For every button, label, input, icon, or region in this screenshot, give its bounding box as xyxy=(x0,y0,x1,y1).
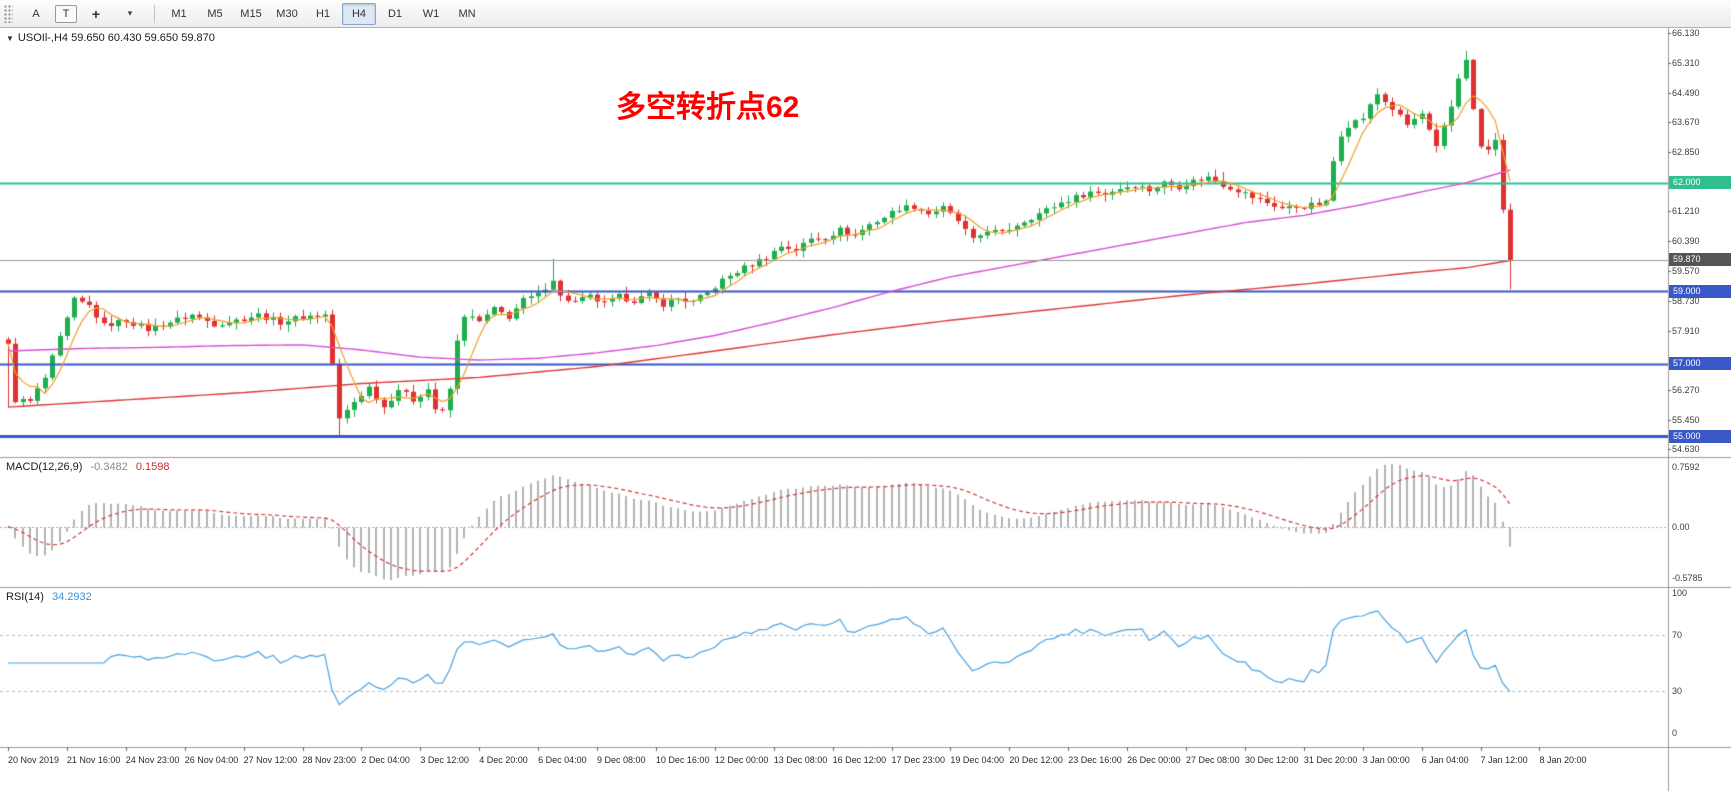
time-axis-label: 7 Jan 12:00 xyxy=(1480,755,1528,765)
cursor-tool-button[interactable]: A xyxy=(32,7,40,20)
time-axis-label: 19 Dec 04:00 xyxy=(950,755,1004,765)
time-axis-label: 27 Nov 12:00 xyxy=(243,755,298,765)
rsi-axis-label: 100 xyxy=(1672,588,1688,598)
price-axis-label: 57.910 xyxy=(1672,325,1700,336)
price-axis-label: 64.490 xyxy=(1672,87,1700,98)
macd-main-value: -0.3482 xyxy=(90,461,128,473)
price-axis-label: 63.670 xyxy=(1672,117,1700,128)
time-axis-label: 3 Jan 00:00 xyxy=(1362,755,1410,765)
time-axis-label: 30 Dec 12:00 xyxy=(1244,755,1299,765)
chart-overlays: 66.130 65.310 64.490 63.670 62.850 61.210 60.3… xyxy=(0,28,1731,791)
timeframe-button-m15[interactable]: M15 xyxy=(240,7,262,20)
price-badge-55.000: 55.000 xyxy=(1669,429,1731,443)
timeframe-button-h4[interactable]: H4 xyxy=(342,2,376,25)
time-axis-label: 27 Dec 08:00 xyxy=(1186,755,1240,765)
rsi-indicator-name: RSI(14) xyxy=(6,591,44,603)
time-axis-label: 17 Dec 23:00 xyxy=(891,755,946,765)
timeframe-button-d1[interactable]: D1 xyxy=(387,7,403,20)
chart-canvas[interactable] xyxy=(0,28,1731,791)
price-axis-label: 56.270 xyxy=(1672,385,1700,396)
symbol-ohlc-text: USOIl-,H4 59.650 60.430 59.650 59.870 xyxy=(17,32,215,44)
timeframe-button-mn[interactable]: MN xyxy=(458,7,476,20)
time-axis-label: 10 Dec 16:00 xyxy=(655,755,710,765)
price-axis-label: 60.390 xyxy=(1672,236,1700,247)
time-axis-label: 6 Jan 04:00 xyxy=(1421,755,1469,765)
time-axis-label: 31 Dec 20:00 xyxy=(1303,755,1358,765)
time-axis-label: 6 Dec 04:00 xyxy=(538,755,587,765)
time-axis-label: 9 Dec 08:00 xyxy=(597,755,646,765)
macd-panel-label: MACD(12,26,9) -0.3482 0.1598 xyxy=(6,461,170,473)
rsi-axis-label: 0 xyxy=(1672,728,1678,738)
macd-axis-label: 0.7592 xyxy=(1672,462,1700,472)
macd-axis-label: 0.00 xyxy=(1672,521,1690,532)
crosshair-tool-button[interactable]: + xyxy=(91,5,101,22)
price-axis-label: 59.570 xyxy=(1672,265,1700,276)
toolbar: A T + ▾ M1 M5 M15 M30 H1 H4 D1 W1 MN xyxy=(0,0,1731,28)
toolbar-grip[interactable] xyxy=(4,4,13,23)
chart-annotation-text[interactable]: 多空转折点62 xyxy=(616,91,800,124)
time-axis-label: 8 Jan 20:00 xyxy=(1539,755,1587,765)
price-badge-57.000: 57.000 xyxy=(1669,357,1731,371)
time-axis-label: 21 Nov 16:00 xyxy=(66,755,121,765)
time-axis-label: 4 Dec 20:00 xyxy=(479,755,528,765)
time-axis-label: 13 Dec 08:00 xyxy=(773,755,828,765)
collapse-arrow-icon[interactable]: ▼ xyxy=(6,34,14,43)
time-axis-label: 28 Nov 23:00 xyxy=(302,755,357,765)
symbol-header: ▼ USOIl-,H4 59.650 60.430 59.650 59.870 xyxy=(6,32,215,44)
rsi-axis-label: 70 xyxy=(1672,630,1683,640)
time-axis-label: 3 Dec 12:00 xyxy=(420,755,469,765)
time-axis-label: 26 Dec 00:00 xyxy=(1127,755,1181,765)
price-axis-label: 55.450 xyxy=(1672,414,1700,425)
price-axis-label: 66.130 xyxy=(1672,28,1700,39)
tools-dropdown-icon[interactable]: ▾ xyxy=(127,8,133,18)
time-axis-label: 2 Dec 04:00 xyxy=(361,755,410,765)
timeframe-button-m1[interactable]: M1 xyxy=(171,7,187,20)
toolbar-separator xyxy=(154,4,155,23)
time-axis-label: 26 Nov 04:00 xyxy=(184,755,239,765)
text-tool-button[interactable]: T xyxy=(55,4,77,23)
price-axis-label: 58.730 xyxy=(1672,296,1700,307)
chart-area: 66.130 65.310 64.490 63.670 62.850 61.210 60.3… xyxy=(0,28,1731,791)
timeframe-button-w1[interactable]: W1 xyxy=(422,7,440,20)
timeframe-button-h1[interactable]: H1 xyxy=(315,7,331,20)
rsi-value: 34.2932 xyxy=(51,591,92,603)
price-axis-label: 61.210 xyxy=(1672,206,1700,217)
timeframe-group: M1 M5 M15 M30 H1 H4 D1 W1 MN xyxy=(162,2,484,25)
macd-indicator-name: MACD(12,26,9) xyxy=(6,461,83,473)
rsi-axis-label: 30 xyxy=(1672,686,1683,696)
price-badge-62.000: 62.000 xyxy=(1669,176,1731,190)
timeframe-button-m5[interactable]: M5 xyxy=(207,7,223,20)
time-axis-label: 20 Nov 2019 xyxy=(8,755,60,765)
time-axis-label: 16 Dec 12:00 xyxy=(832,755,887,765)
time-axis-label: 12 Dec 00:00 xyxy=(714,755,769,765)
price-axis-label: 62.850 xyxy=(1672,147,1700,158)
timeframe-button-m30[interactable]: M30 xyxy=(276,7,298,20)
time-axis-label: 20 Dec 12:00 xyxy=(1009,755,1063,765)
price-badge-59.000: 59.000 xyxy=(1669,284,1731,298)
rsi-panel-label: RSI(14) 34.2932 xyxy=(6,591,92,603)
macd-axis-label: -0.5785 xyxy=(1672,573,1703,583)
time-axis-label: 24 Nov 23:00 xyxy=(125,755,180,765)
price-axis-label: 65.310 xyxy=(1672,58,1700,69)
price-axis-label: 54.630 xyxy=(1672,444,1700,455)
macd-signal-value: 0.1598 xyxy=(135,461,170,473)
current-price-badge: 59.870 xyxy=(1669,253,1731,267)
time-axis-label: 23 Dec 16:00 xyxy=(1068,755,1122,765)
